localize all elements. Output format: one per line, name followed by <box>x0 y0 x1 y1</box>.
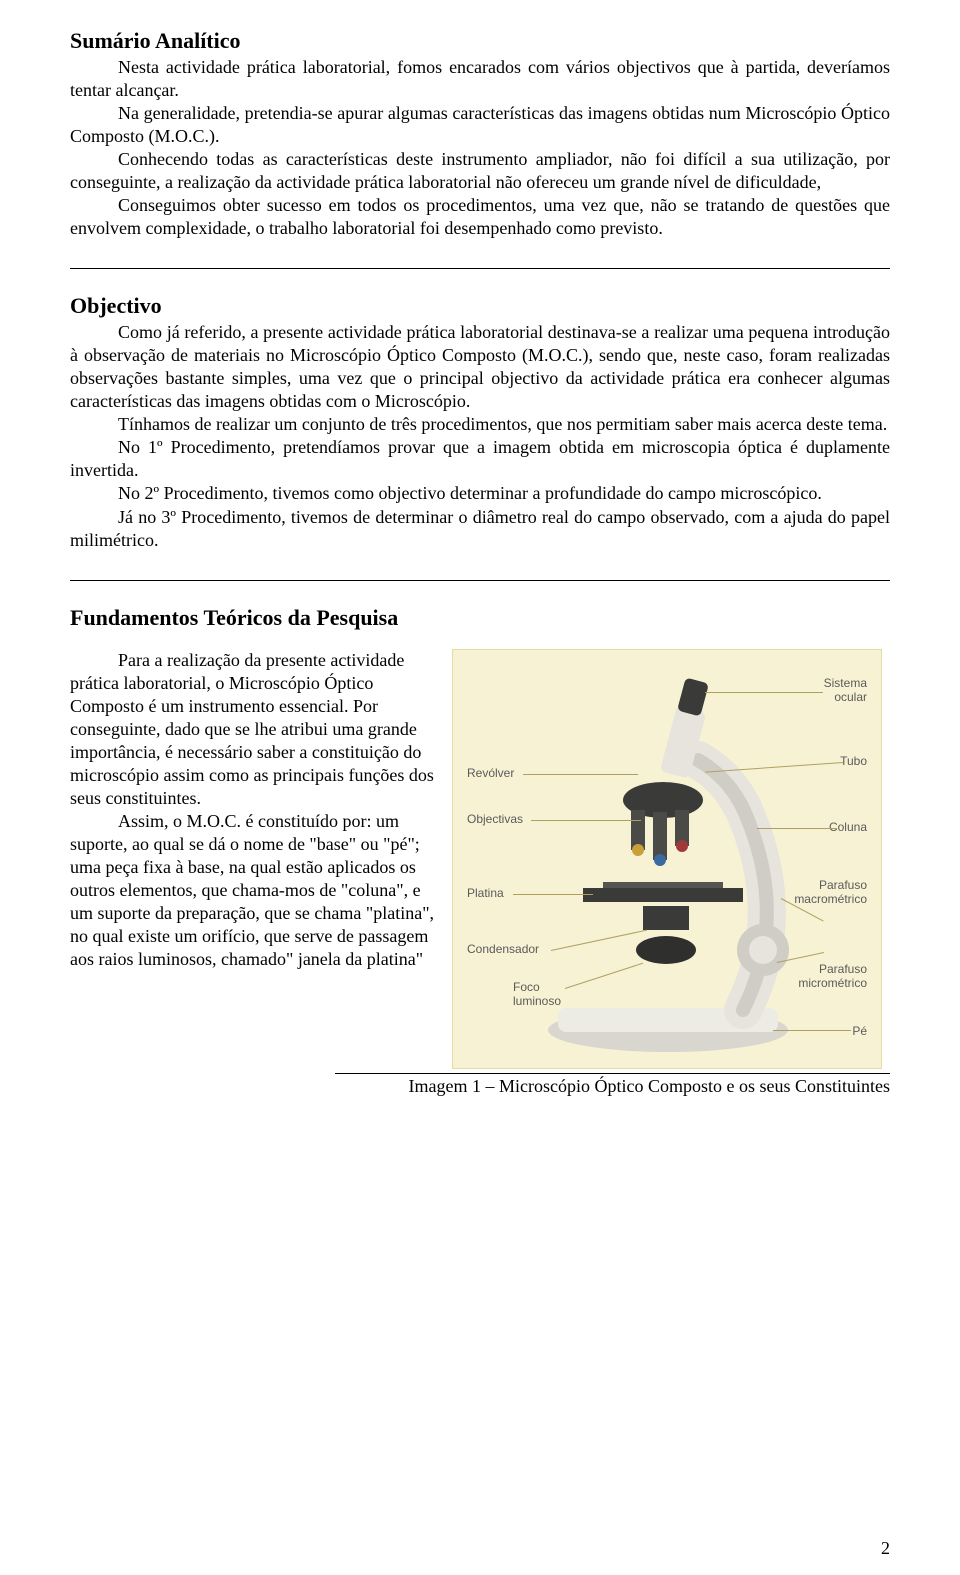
section-fundamentos: Fundamentos Teóricos da Pesquisa Para a … <box>70 605 890 1097</box>
label-foco-luminoso: Foco luminoso <box>513 980 561 1008</box>
label-parafuso-macro: Parafuso macrométrico <box>794 878 867 906</box>
label-revolver: Revólver <box>467 766 514 780</box>
text: Tínhamos de realizar um conjunto de três… <box>118 414 887 434</box>
divider <box>70 580 890 581</box>
text: No 1º Procedimento, pretendíamos provar … <box>70 437 890 480</box>
text: Nesta actividade prática laboratorial, f… <box>70 57 890 100</box>
text: Para a realização da presente actividade… <box>70 650 434 808</box>
label-sistema-ocular: Sistema ocular <box>824 676 867 704</box>
objectivo-p3: No 1º Procedimento, pretendíamos provar … <box>70 436 890 482</box>
objectivo-p5: Já no 3º Procedimento, tivemos de determ… <box>70 506 890 552</box>
page-number: 2 <box>881 1538 890 1559</box>
label-tubo: Tubo <box>840 754 867 768</box>
text: Conseguimos obter sucesso em todos os pr… <box>70 195 890 238</box>
sumario-p4: Conseguimos obter sucesso em todos os pr… <box>70 194 890 240</box>
text: Conhecendo todas as características dest… <box>70 149 890 192</box>
label-platina: Platina <box>467 886 504 900</box>
sumario-p3: Conhecendo todas as características dest… <box>70 148 890 194</box>
label-objectivas: Objectivas <box>467 812 523 826</box>
section-objectivo: Objectivo Como já referido, a presente a… <box>70 293 890 551</box>
heading-fundamentos: Fundamentos Teóricos da Pesquisa <box>70 605 890 631</box>
text: Como já referido, a presente actividade … <box>70 322 890 411</box>
fundamentos-p1: Para a realização da presente actividade… <box>70 649 440 810</box>
microscope-figure: Revólver Objectivas Platina Condensador … <box>452 649 882 1069</box>
label-pe: Pé <box>852 1024 867 1038</box>
two-column-layout: Para a realização da presente actividade… <box>70 649 890 1069</box>
objectivo-p4: No 2º Procedimento, tivemos como objecti… <box>70 482 890 505</box>
text: Já no 3º Procedimento, tivemos de determ… <box>70 507 890 550</box>
sumario-p1: Nesta actividade prática laboratorial, f… <box>70 56 890 102</box>
fundamentos-p2: Assim, o M.O.C. é constituído por: um su… <box>70 810 440 971</box>
fundamentos-text-column: Para a realização da presente actividade… <box>70 649 440 971</box>
figure-caption: Imagem 1 – Microscópio Óptico Composto e… <box>335 1073 890 1097</box>
objectivo-p2: Tínhamos de realizar um conjunto de três… <box>70 413 890 436</box>
objectivo-p1: Como já referido, a presente actividade … <box>70 321 890 413</box>
label-coluna: Coluna <box>829 820 867 834</box>
fundamentos-figure-column: Revólver Objectivas Platina Condensador … <box>452 649 890 1069</box>
text: Na generalidade, pretendia-se apurar alg… <box>70 103 890 146</box>
sumario-p2: Na generalidade, pretendia-se apurar alg… <box>70 102 890 148</box>
heading-sumario: Sumário Analítico <box>70 28 890 54</box>
label-parafuso-micro: Parafuso micrométrico <box>798 962 867 990</box>
divider <box>70 268 890 269</box>
heading-objectivo: Objectivo <box>70 293 890 319</box>
section-sumario: Sumário Analítico Nesta actividade práti… <box>70 28 890 240</box>
label-condensador: Condensador <box>467 942 539 956</box>
text: No 2º Procedimento, tivemos como objecti… <box>118 483 822 503</box>
text: Assim, o M.O.C. é constituído por: um su… <box>70 811 434 969</box>
